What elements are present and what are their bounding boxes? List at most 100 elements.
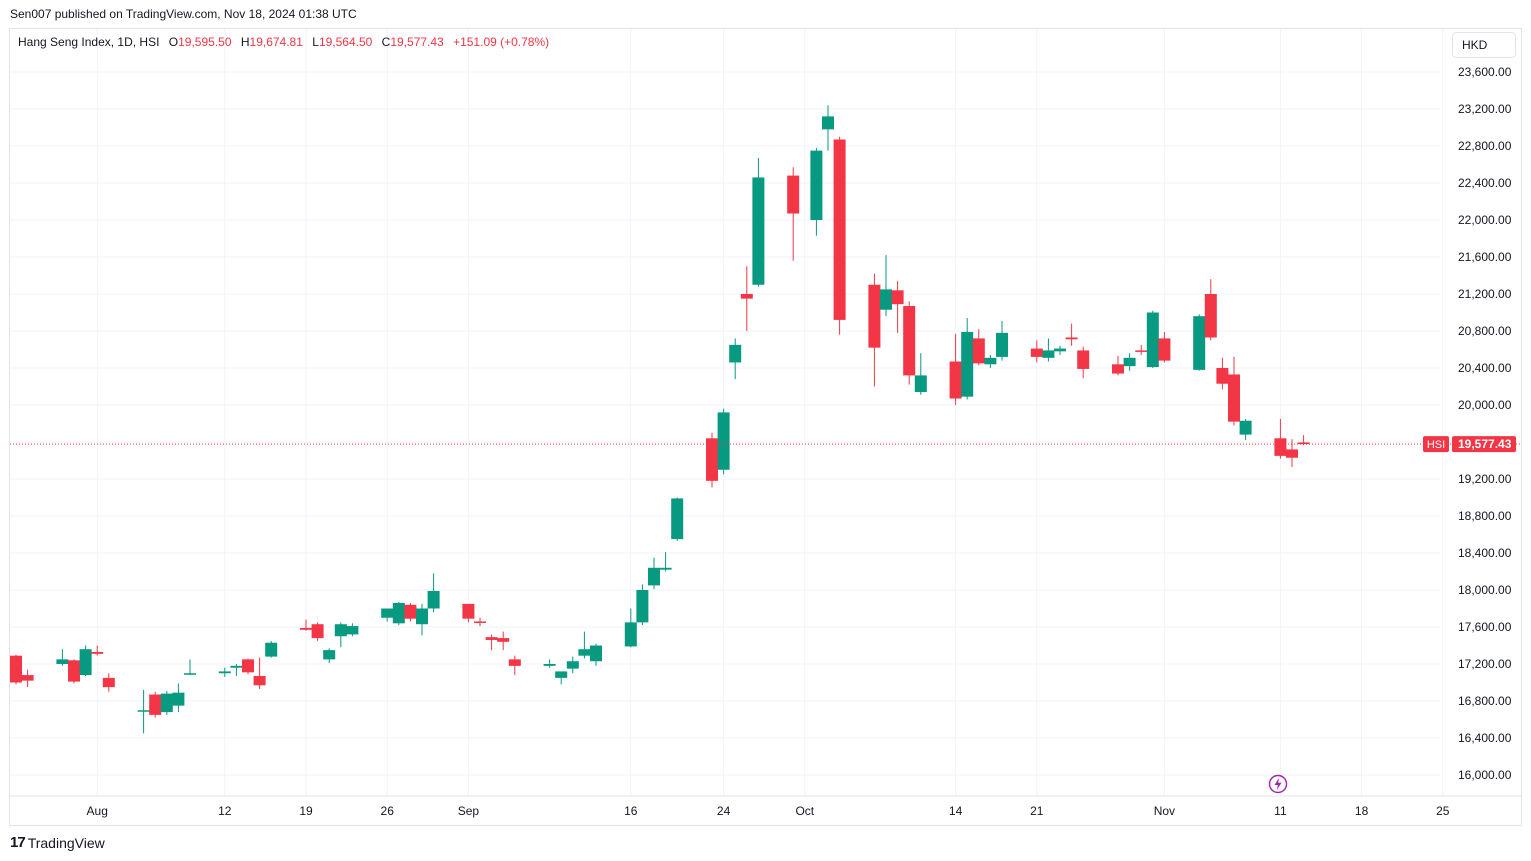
time-axis: Aug 12 19 26 Sep 16 24 Oct 14 21 Nov 11 18 25 (10, 795, 1521, 818)
candle (334, 622, 347, 648)
candle (648, 557, 660, 590)
y-tick-label: 22,800.00 (1458, 139, 1512, 153)
candle (833, 136, 846, 335)
candle (102, 673, 115, 692)
candle (1216, 357, 1229, 390)
candle-body (961, 331, 974, 397)
candle-body (404, 604, 417, 619)
candle-body (323, 650, 336, 660)
y-tick-label: 22,000.00 (1458, 213, 1512, 227)
candle (462, 603, 475, 623)
candle (265, 640, 278, 658)
candle (137, 689, 150, 734)
candle-body (1042, 350, 1055, 358)
candle-body (1112, 364, 1124, 374)
candle (1146, 310, 1159, 368)
candle-body (1135, 350, 1148, 352)
lightning-icon[interactable] (1268, 774, 1288, 794)
candle-body (636, 590, 649, 623)
ohlc-legend: Hang Seng Index, 1D, HSI O19,595.50 H19,… (18, 35, 549, 49)
candle (91, 645, 104, 656)
x-tick-label: 26 (381, 804, 395, 818)
candle (752, 158, 765, 287)
candle (508, 655, 521, 676)
price-tag-symbol: HSI (1427, 439, 1445, 451)
candle-body (149, 694, 162, 715)
candle-body (137, 710, 150, 712)
candle (474, 617, 486, 627)
candle (404, 602, 417, 622)
candle (230, 664, 243, 677)
candle-body (891, 290, 904, 305)
price-tag-symbol-bg (1423, 436, 1449, 453)
footer-brand-text: TradingView (27, 834, 105, 851)
candle-body (671, 498, 684, 540)
candle-body (810, 150, 823, 220)
published-info: Sen007 published on TradingView.com, Nov… (10, 7, 357, 21)
candle-body (1054, 348, 1066, 352)
x-tick-label: 19 (299, 804, 313, 818)
candle (1228, 356, 1240, 426)
candle (972, 329, 985, 366)
y-tick-label: 18,800.00 (1458, 509, 1512, 523)
legend-open-label: O (168, 35, 179, 49)
x-tick-label: 11 (1274, 804, 1287, 818)
candle (1193, 314, 1206, 371)
legend-close-value: 19,577.43 (390, 35, 444, 49)
y-tick-label: 16,000.00 (1458, 768, 1512, 782)
candle-body (21, 675, 34, 681)
candle-body (300, 627, 312, 630)
candle (868, 273, 881, 387)
candle-body (984, 357, 997, 365)
candle-body (485, 637, 498, 640)
candle-body (868, 284, 881, 348)
y-tick-label: 20,400.00 (1458, 361, 1512, 375)
candle-body (996, 332, 1008, 357)
candle-body (555, 671, 568, 678)
candle (787, 167, 800, 261)
candle (311, 622, 324, 641)
candle (218, 667, 231, 677)
candle (1030, 340, 1043, 363)
candle-body (740, 294, 753, 299)
candle-body (91, 651, 104, 654)
candle-body (392, 602, 405, 624)
candle (880, 255, 892, 317)
candle (671, 497, 684, 541)
candle (10, 654, 22, 685)
footer-branding[interactable]: 17 TradingView (10, 834, 105, 851)
candle-body (590, 645, 602, 662)
candle-body (10, 655, 22, 683)
price-axis: 16,000.00 16,400.00 16,800.00 17,200.00 17,6… (1458, 65, 1512, 782)
candle-body (1297, 442, 1310, 445)
candle-body (462, 603, 475, 619)
candle (961, 318, 974, 400)
candle-body (265, 642, 278, 657)
candle-body (880, 289, 892, 310)
y-tick-label: 21,200.00 (1458, 287, 1512, 301)
candle (984, 355, 997, 368)
candle (555, 671, 568, 685)
currency-button[interactable]: HKD (1452, 32, 1516, 58)
candle-body (102, 677, 115, 688)
candle (346, 623, 359, 637)
candle (578, 631, 591, 659)
candle-body (427, 590, 440, 609)
candle-body (334, 624, 347, 637)
candle-body (1216, 368, 1229, 384)
candle (56, 649, 69, 666)
y-tick-label: 18,000.00 (1458, 583, 1512, 597)
candle (1054, 345, 1066, 356)
candle (21, 669, 34, 688)
price-tag-value: 19,577.43 (1458, 437, 1512, 451)
candle-body (68, 660, 80, 682)
y-tick-label: 20,800.00 (1458, 324, 1512, 338)
candle (810, 147, 823, 236)
candle-body (242, 659, 254, 673)
candle (914, 353, 927, 395)
candle (1297, 435, 1310, 446)
candle (717, 408, 730, 475)
candle (172, 683, 185, 713)
last-price: HSI 19,577.43 (10, 436, 1520, 453)
